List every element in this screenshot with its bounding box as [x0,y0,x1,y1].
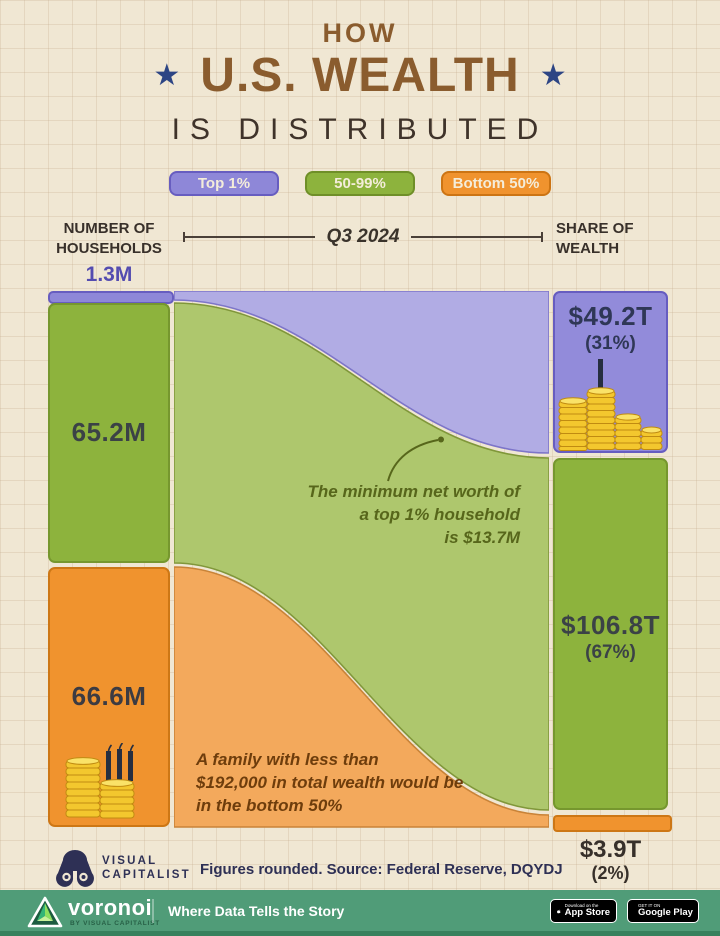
period-label: Q3 2024 [326,226,400,247]
top1-households-label: 1.3M [85,263,133,286]
households-bottom50-value: 66.6M [71,681,147,711]
divider [152,899,154,923]
apple-icon [557,909,561,913]
source-note: Figures rounded. Source: Federal Reserve… [200,861,563,878]
bottom-bar: voronoi BY VISUAL CAPITALIST Where Data … [0,890,720,936]
wealth-5099-value: $106.8T [561,610,660,640]
wealth-top1-share: (31%) [585,333,636,354]
wealth-5099-share: (67%) [585,642,636,663]
voronoi-brand: voronoi [68,895,153,920]
wealth-bottom50-share: (2%) [591,863,630,883]
households-5099-value: 65.2M [71,417,147,447]
sankey-flows [174,291,549,828]
legend-bottom50: Bottom 50% [441,171,551,196]
period-dimension-line: Q3 2024 [183,222,543,252]
visual-capitalist-brand: VISUAL CAPITALIST [102,855,191,882]
right-axis-header: SHARE OF WEALTH [556,220,634,257]
bar-5099-households: 65.2M [48,303,170,563]
legend-top1: Top 1% [169,171,279,196]
voronoi-logo-icon [27,896,63,928]
google-play-badge[interactable]: GET IT ON Google Play [627,899,699,923]
visual-capitalist-logo-icon [56,850,94,887]
star-right-icon: ★ [539,59,567,93]
star-left-icon: ★ [153,59,181,93]
bar-bottom50-wealth [553,815,672,832]
tagline: Where Data Tells the Story [168,903,345,919]
title-main-row: ★ U.S. WEALTH ★ [0,49,720,103]
legend-5099: 50-99% [305,171,415,196]
block-5099-wealth: $106.8T (67%) [553,458,668,810]
flow-top1 [174,291,549,454]
left-axis-header: NUMBER OF HOUSEHOLDS [56,220,162,257]
annotation-bottom50: A family with less than $192,000 in tota… [196,750,464,815]
flow-5099 [174,302,549,811]
title-top: HOW [322,18,398,48]
dimension-tick-left [183,232,185,242]
flow-bottom50 [174,566,549,828]
coins-three-candles-icon [65,743,135,819]
title-subtitle: IS DISTRIBUTED [171,113,549,146]
app-store-badge[interactable]: Download on the App Store [550,899,617,923]
annotation-top1: The minimum net worth of a top 1% househ… [307,482,521,547]
annotation-arrow-icon [387,436,444,482]
title-main-text: U.S. WEALTH [200,49,520,102]
legend: Top 1% 50-99% Bottom 50% [0,171,720,196]
voronoi-brand-sub: BY VISUAL CAPITALIST [70,920,161,927]
dimension-tick-right [541,232,543,242]
bar-bottom50-households: 66.6M [48,567,170,827]
coins-one-candle-icon [558,359,663,451]
block-top1-wealth: $49.2T (31%) [553,291,668,453]
wealth-bottom50-value: $3.9T [579,836,642,863]
wealth-top1-value: $49.2T [568,301,653,331]
